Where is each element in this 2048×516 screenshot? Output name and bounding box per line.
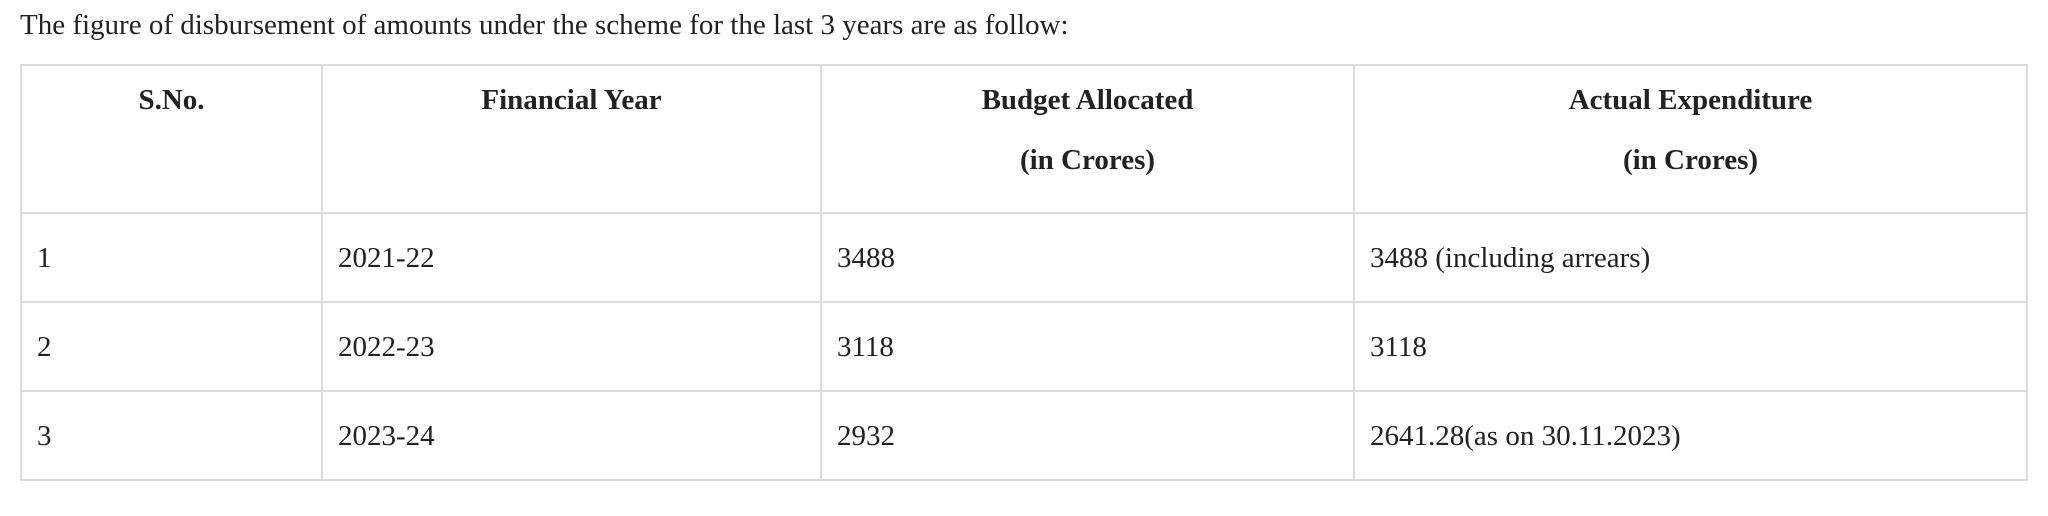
header-actual-expenditure-unit: (in Crores) [1622, 144, 1759, 176]
header-actual-expenditure-label: Actual Expenditure [1568, 84, 1813, 116]
cell-financial-year: 2021-22 [321, 212, 822, 303]
header-budget-allocated: Budget Allocated (in Crores) [820, 64, 1355, 214]
header-sno: S.No. [20, 64, 323, 214]
table-row: 1 2021-22 3488 3488 (including arrears) [20, 212, 2028, 303]
cell-budget-allocated: 3118 [820, 301, 1355, 392]
cell-actual-expenditure: 3488 (including arrears) [1353, 212, 2028, 303]
table-row: 3 2023-24 2932 2641.28(as on 30.11.2023) [20, 390, 2028, 481]
cell-sno: 1 [20, 212, 323, 303]
disbursement-table: S.No. Financial Year Budget Allocated (i… [20, 64, 2028, 481]
table-header-row: S.No. Financial Year Budget Allocated (i… [20, 64, 2028, 214]
cell-financial-year: 2023-24 [321, 390, 822, 481]
cell-budget-allocated: 2932 [820, 390, 1355, 481]
header-budget-allocated-unit: (in Crores) [1019, 144, 1156, 176]
header-actual-expenditure: Actual Expenditure (in Crores) [1353, 64, 2028, 214]
header-financial-year: Financial Year [321, 64, 822, 214]
cell-actual-expenditure: 3118 [1353, 301, 2028, 392]
cell-budget-allocated: 3488 [820, 212, 1355, 303]
cell-sno: 2 [20, 301, 323, 392]
header-financial-year-label: Financial Year [481, 84, 662, 116]
cell-financial-year: 2022-23 [321, 301, 822, 392]
cell-actual-expenditure: 2641.28(as on 30.11.2023) [1353, 390, 2028, 481]
header-budget-allocated-label: Budget Allocated [981, 84, 1194, 116]
intro-paragraph: The figure of disbursement of amounts un… [20, 9, 1069, 41]
table-row: 2 2022-23 3118 3118 [20, 301, 2028, 392]
header-sno-label: S.No. [138, 84, 205, 116]
cell-sno: 3 [20, 390, 323, 481]
